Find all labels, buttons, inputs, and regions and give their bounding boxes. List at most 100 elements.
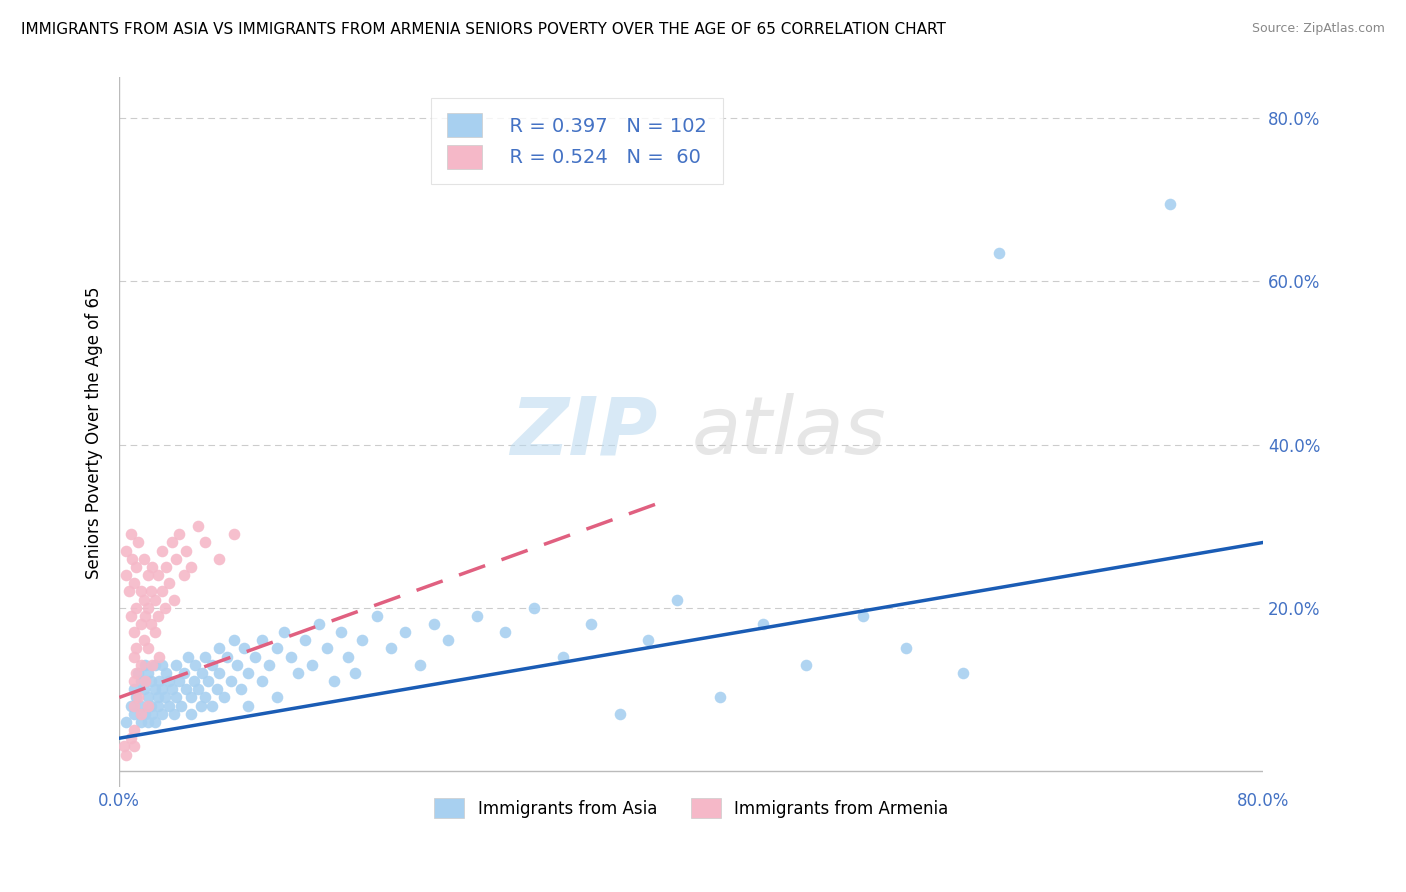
Point xyxy=(287,665,309,680)
Point xyxy=(129,617,152,632)
Point xyxy=(423,617,446,632)
Point xyxy=(208,641,231,656)
Point xyxy=(143,592,166,607)
Point xyxy=(208,665,231,680)
Point xyxy=(1159,197,1181,211)
Point xyxy=(191,665,214,680)
Point xyxy=(122,682,145,697)
Point xyxy=(118,584,141,599)
Point xyxy=(184,657,207,672)
Point xyxy=(194,649,217,664)
Point xyxy=(121,551,143,566)
Point xyxy=(222,527,245,541)
Point xyxy=(215,649,238,664)
Point xyxy=(709,690,731,705)
Point xyxy=(266,641,288,656)
Point xyxy=(252,674,274,689)
Point xyxy=(366,608,388,623)
Point xyxy=(952,665,974,680)
Point xyxy=(666,592,689,607)
Point xyxy=(155,560,177,574)
Point xyxy=(127,665,149,680)
Point xyxy=(187,519,209,533)
Point xyxy=(150,657,173,672)
Point xyxy=(180,706,202,721)
Point xyxy=(157,576,180,591)
Point xyxy=(115,714,138,729)
Point xyxy=(222,633,245,648)
Point xyxy=(125,690,148,705)
Point xyxy=(236,665,259,680)
Point xyxy=(852,608,875,623)
Point xyxy=(139,584,162,599)
Point xyxy=(150,682,173,697)
Point xyxy=(173,568,195,582)
Point xyxy=(190,698,212,713)
Point xyxy=(236,698,259,713)
Point xyxy=(166,657,188,672)
Point xyxy=(752,617,775,632)
Point xyxy=(259,657,281,672)
Point xyxy=(243,649,266,664)
Point xyxy=(136,698,159,713)
Point xyxy=(132,682,155,697)
Point xyxy=(551,649,574,664)
Point xyxy=(208,551,231,566)
Point xyxy=(134,706,156,721)
Point xyxy=(894,641,917,656)
Point xyxy=(136,568,159,582)
Point xyxy=(112,739,135,754)
Point xyxy=(129,714,152,729)
Point xyxy=(166,551,188,566)
Point xyxy=(162,706,184,721)
Point xyxy=(139,698,162,713)
Point xyxy=(132,592,155,607)
Point xyxy=(344,665,367,680)
Point xyxy=(352,633,374,648)
Point xyxy=(122,723,145,737)
Point xyxy=(146,698,169,713)
Point xyxy=(125,600,148,615)
Point xyxy=(120,731,142,746)
Point xyxy=(141,706,163,721)
Point xyxy=(136,665,159,680)
Point xyxy=(579,617,602,632)
Point xyxy=(136,600,159,615)
Point xyxy=(183,674,205,689)
Point xyxy=(337,649,360,664)
Point xyxy=(139,617,162,632)
Point xyxy=(194,535,217,549)
Point xyxy=(136,641,159,656)
Point xyxy=(115,543,138,558)
Point xyxy=(177,649,200,664)
Point xyxy=(129,657,152,672)
Point xyxy=(146,608,169,623)
Text: IMMIGRANTS FROM ASIA VS IMMIGRANTS FROM ARMENIA SENIORS POVERTY OVER THE AGE OF : IMMIGRANTS FROM ASIA VS IMMIGRANTS FROM … xyxy=(21,22,946,37)
Point xyxy=(160,535,183,549)
Point xyxy=(225,657,247,672)
Point xyxy=(129,674,152,689)
Point xyxy=(794,657,817,672)
Point xyxy=(136,714,159,729)
Point xyxy=(197,674,219,689)
Point xyxy=(146,568,169,582)
Point xyxy=(229,682,252,697)
Point xyxy=(252,633,274,648)
Point xyxy=(187,682,209,697)
Point xyxy=(408,657,430,672)
Point xyxy=(201,698,224,713)
Point xyxy=(380,641,402,656)
Point xyxy=(122,649,145,664)
Point xyxy=(180,690,202,705)
Point xyxy=(150,584,173,599)
Legend: Immigrants from Asia, Immigrants from Armenia: Immigrants from Asia, Immigrants from Ar… xyxy=(427,791,955,825)
Point xyxy=(115,747,138,762)
Point xyxy=(315,641,337,656)
Point xyxy=(609,706,631,721)
Point xyxy=(136,690,159,705)
Point xyxy=(134,608,156,623)
Point xyxy=(637,633,659,648)
Point xyxy=(129,584,152,599)
Point xyxy=(125,560,148,574)
Text: ZIP: ZIP xyxy=(509,393,657,471)
